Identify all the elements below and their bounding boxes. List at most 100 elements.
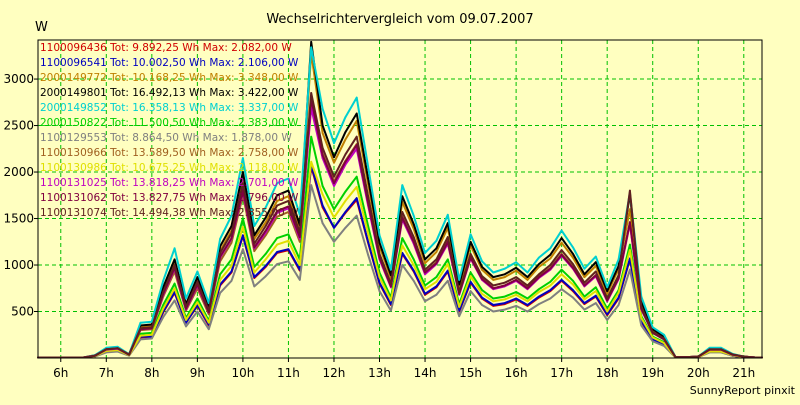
- x-tick-label: 8h: [144, 366, 159, 380]
- data-point: [116, 347, 119, 350]
- data-point: [481, 304, 483, 306]
- data-point: [355, 197, 358, 200]
- data-point: [196, 270, 199, 273]
- data-point: [583, 302, 586, 304]
- data-point: [424, 271, 426, 274]
- data-point: [549, 280, 552, 283]
- y-tick-label: 2000: [3, 165, 34, 179]
- data-point: [538, 256, 540, 259]
- data-point: [173, 264, 176, 266]
- data-point: [355, 112, 358, 115]
- data-point: [367, 225, 369, 227]
- data-point: [469, 271, 472, 274]
- data-point: [515, 293, 517, 296]
- data-point: [606, 297, 609, 300]
- data-point: [538, 263, 540, 265]
- data-point: [310, 46, 313, 49]
- data-point: [276, 215, 278, 218]
- data-point: [276, 210, 278, 213]
- data-point: [287, 205, 290, 208]
- data-point: [287, 233, 290, 236]
- data-point: [253, 271, 256, 274]
- data-point: [515, 305, 517, 307]
- data-point: [435, 276, 438, 278]
- data-point: [594, 290, 597, 292]
- y-tick-label: 1000: [3, 258, 34, 272]
- data-point: [139, 321, 142, 324]
- data-point: [424, 252, 426, 254]
- data-point: [162, 286, 165, 289]
- data-point: [185, 325, 187, 328]
- data-point: [549, 284, 552, 287]
- data-point: [503, 298, 506, 301]
- data-point: [617, 304, 620, 306]
- data-point: [503, 276, 506, 278]
- data-point: [185, 319, 187, 321]
- data-point: [503, 281, 506, 284]
- data-point: [458, 291, 461, 293]
- data-point: [321, 107, 324, 110]
- series-7: [37, 184, 763, 359]
- data-point: [276, 200, 278, 202]
- data-point: [446, 269, 449, 272]
- data-point: [435, 293, 438, 296]
- data-point: [162, 304, 165, 306]
- data-point: [538, 266, 540, 268]
- data-point: [515, 261, 517, 264]
- data-point: [412, 279, 415, 282]
- data-point: [139, 334, 142, 337]
- data-point: [253, 246, 256, 249]
- data-point: [355, 175, 358, 178]
- data-point: [196, 297, 199, 300]
- data-point: [538, 276, 540, 278]
- x-tick-label: 14h: [414, 366, 437, 380]
- data-point: [219, 238, 222, 240]
- data-point: [401, 237, 404, 240]
- data-point: [424, 273, 426, 276]
- data-point: [526, 287, 529, 290]
- data-point: [435, 262, 438, 265]
- data-point: [276, 243, 278, 246]
- data-point: [264, 225, 267, 227]
- legend-entry: 1100130986 Tot: 10.675,25 Wh Max: 2.118,…: [40, 162, 299, 174]
- data-point: [720, 350, 722, 353]
- data-point: [344, 200, 347, 202]
- legend-entry: 1100096436 Tot: 9.892,25 Wh Max: 2.082,0…: [40, 42, 292, 54]
- data-point: [390, 285, 392, 288]
- data-point: [492, 279, 495, 281]
- data-point: [253, 242, 256, 245]
- data-point: [424, 292, 426, 295]
- data-point: [173, 247, 176, 250]
- data-point: [526, 271, 529, 274]
- data-point: [264, 234, 267, 237]
- data-point: [481, 278, 483, 280]
- data-point: [230, 214, 233, 217]
- data-point: [435, 280, 438, 283]
- data-point: [720, 348, 722, 351]
- x-tick-label: 21h: [732, 366, 755, 380]
- data-point: [355, 96, 358, 99]
- data-point: [344, 116, 347, 119]
- data-point: [594, 270, 597, 273]
- data-point: [572, 256, 574, 259]
- data-point: [185, 307, 187, 310]
- data-point: [526, 279, 529, 281]
- data-point: [196, 276, 199, 278]
- data-point: [629, 249, 631, 252]
- data-point: [481, 260, 483, 263]
- data-point: [492, 310, 495, 313]
- data-point: [367, 253, 369, 256]
- x-tick-label: 17h: [550, 366, 573, 380]
- data-point: [538, 273, 540, 276]
- data-point: [629, 189, 631, 192]
- data-point: [481, 289, 483, 291]
- data-point: [583, 308, 586, 311]
- data-point: [207, 321, 210, 324]
- data-point: [219, 279, 222, 281]
- data-point: [583, 295, 586, 298]
- x-tick-label: 15h: [459, 366, 482, 380]
- y-axis: 500 1000 1500 2000 2500 3000: [3, 72, 38, 319]
- data-point: [560, 288, 563, 291]
- data-point: [492, 297, 495, 300]
- data-point: [378, 234, 381, 237]
